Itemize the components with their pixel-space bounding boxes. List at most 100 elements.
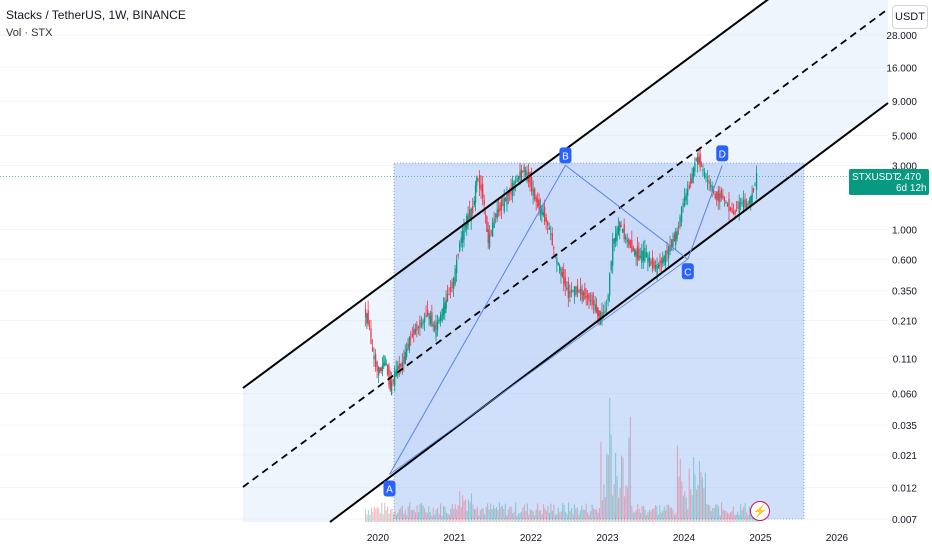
candle-body (504, 197, 507, 202)
volume-bar (556, 514, 558, 522)
candle-body (741, 202, 743, 204)
volume-bar (484, 514, 486, 522)
candle-body (578, 290, 580, 292)
candle-body (676, 230, 678, 240)
volume-bar (453, 509, 455, 522)
candle-body (748, 200, 751, 204)
candle-body (589, 300, 592, 302)
chart-title: Stacks / TetherUS, 1W, BINANCE (6, 8, 186, 22)
candle-body (449, 286, 452, 292)
volume-bar (750, 513, 752, 522)
volume-bar (565, 512, 567, 522)
volume-bar (722, 509, 724, 522)
candle-body (452, 277, 455, 289)
lightning-icon[interactable]: ⚡ (750, 501, 770, 521)
volume-bar (747, 515, 749, 522)
candle-body (403, 356, 405, 363)
volume-bar (415, 512, 417, 522)
candle-body (700, 165, 703, 167)
candle-body (573, 286, 576, 296)
volume-bar (715, 504, 717, 522)
volume-bar (659, 504, 661, 522)
volume-bar (670, 507, 673, 522)
candle-body (594, 303, 596, 311)
volume-bar (698, 460, 701, 522)
volume-bar (579, 510, 581, 522)
candle-body (584, 287, 586, 300)
volume-bar (423, 508, 425, 522)
volume-bar (740, 504, 742, 522)
candle-body (735, 209, 738, 211)
volume-bar (648, 509, 651, 522)
volume-bar (591, 504, 593, 522)
candle-body (688, 185, 690, 189)
pattern-marker-C (681, 263, 694, 280)
x-tick-label: 2020 (367, 533, 390, 544)
candle-body (607, 295, 609, 301)
y-tick-label: 0.012 (892, 484, 917, 495)
volume-bar (501, 505, 503, 522)
candle-body (679, 216, 681, 227)
volume-bar (629, 416, 631, 522)
volume-bar (481, 508, 483, 522)
volume-bar (601, 500, 603, 522)
candle-body (742, 200, 745, 211)
candle-body (384, 356, 386, 366)
channel-lower-line (329, 102, 889, 523)
candle-body (398, 363, 400, 370)
volume-bar (459, 491, 461, 522)
candle-body (514, 181, 517, 184)
candle-body (663, 256, 665, 262)
price-tag-countdown: 6d 12h (896, 183, 927, 194)
volume-bar (594, 509, 596, 522)
volume-bar (375, 509, 377, 522)
volume-bar (515, 502, 517, 522)
volume-bar (388, 513, 390, 522)
volume-bar (444, 506, 446, 522)
volume-bar (456, 509, 458, 522)
candle-body (604, 310, 606, 312)
candle-body (451, 282, 453, 288)
volume-bar (690, 489, 692, 522)
candle-body (478, 174, 481, 189)
volume-bar (628, 437, 630, 522)
volume-bar (544, 508, 546, 522)
candle-body (699, 153, 701, 168)
volume-bar (660, 512, 662, 522)
candle-body (432, 324, 434, 326)
candle-body (506, 194, 508, 205)
volume-bar (482, 508, 484, 522)
volume-bar (532, 511, 534, 522)
volume-bar (696, 489, 698, 522)
candle-body (650, 261, 652, 265)
candle-body (706, 179, 709, 182)
y-tick-label: 0.600 (892, 255, 917, 266)
volume-bar (519, 512, 521, 522)
candle-body (561, 271, 564, 277)
volume-bar (413, 509, 415, 522)
volume-bar (366, 514, 368, 522)
candle-body (461, 230, 464, 243)
volume-bar (529, 509, 531, 522)
volume-bar (490, 503, 492, 522)
volume-bar (576, 507, 578, 522)
volume-bar (384, 502, 386, 522)
volume-bar (584, 509, 586, 522)
volume-bar (448, 514, 450, 522)
volume-bar (395, 514, 397, 522)
candle-body (400, 363, 402, 367)
candle-body (374, 353, 377, 367)
y-tick-label: 9.000 (892, 97, 917, 108)
volume-bar (543, 504, 545, 522)
volume-bar (409, 502, 411, 522)
volume-bar (738, 514, 740, 522)
candle-body (698, 156, 700, 164)
price-tag-symbol: STXUSDT (852, 172, 899, 183)
candle-body (720, 190, 723, 199)
pattern-marker-label: D (719, 149, 726, 160)
currency-button[interactable]: USDT (892, 5, 928, 29)
volume-bar (450, 508, 452, 522)
volume-bar (463, 501, 465, 522)
volume-bar (585, 503, 587, 522)
